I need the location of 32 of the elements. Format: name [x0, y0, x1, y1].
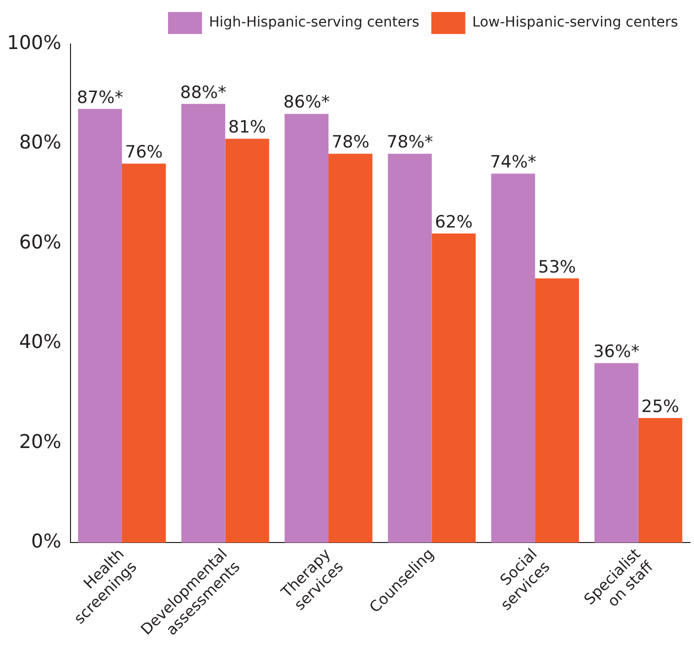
bar [181, 104, 226, 543]
y-tick-label: 100% [6, 32, 62, 54]
legend-label: Low-Hispanic-serving centers [472, 14, 678, 31]
bar [328, 154, 372, 543]
bar [284, 114, 329, 543]
bar [491, 174, 536, 543]
y-tick-label: 20% [19, 430, 62, 453]
y-tick-label: 0% [31, 530, 62, 553]
y-tick-label: 80% [19, 132, 62, 154]
data-label: 86%* [283, 92, 330, 113]
bar [535, 278, 579, 543]
data-label: 78%* [386, 132, 433, 153]
data-label: 88%* [180, 82, 226, 103]
data-label: 78% [332, 132, 370, 153]
y-tick-label: 60% [19, 231, 62, 254]
bar [122, 164, 166, 543]
bar [78, 108, 122, 543]
data-label: 74%* [490, 152, 536, 173]
data-label: 76% [125, 142, 163, 163]
data-label: 62% [434, 212, 473, 232]
bar [225, 138, 270, 543]
bar [432, 234, 476, 543]
bar [594, 363, 638, 543]
bar [638, 418, 682, 543]
data-label: 36%* [593, 342, 640, 362]
data-label: 87%* [76, 88, 124, 108]
bar [388, 154, 432, 543]
data-label: 81% [228, 118, 266, 138]
y-tick-label: 40% [19, 331, 62, 354]
data-label: 25% [641, 396, 680, 417]
legend-label: High-Hispanic-serving centers [209, 14, 420, 31]
data-label: 53% [538, 257, 576, 278]
